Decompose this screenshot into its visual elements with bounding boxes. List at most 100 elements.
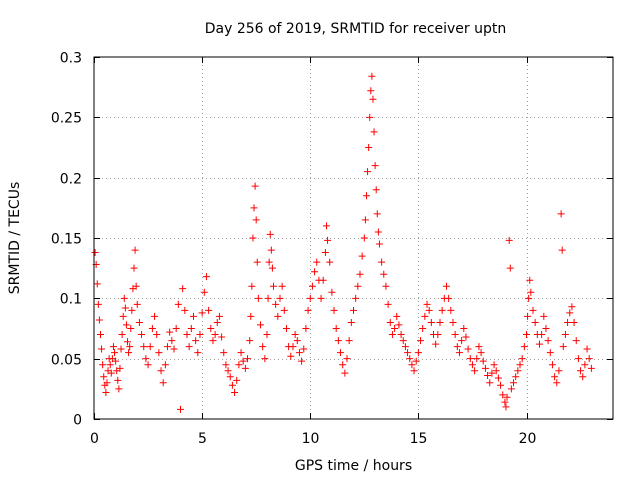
data-point [548, 361, 556, 369]
data-point [308, 282, 316, 290]
data-point [343, 355, 351, 363]
data-point [481, 364, 489, 372]
data-point [124, 338, 132, 346]
data-point [268, 264, 276, 272]
data-point [177, 405, 184, 413]
data-point [442, 282, 450, 290]
data-point [322, 222, 330, 230]
data-point [371, 162, 379, 170]
data-point [269, 282, 277, 290]
data-point [264, 294, 272, 302]
data-point [98, 345, 106, 353]
data-point [235, 361, 243, 369]
data-point [399, 337, 407, 345]
data-point [116, 364, 124, 372]
data-point [337, 349, 345, 357]
data-point [251, 182, 259, 190]
data-point [166, 328, 174, 336]
data-point [267, 246, 275, 254]
data-point [202, 273, 210, 281]
data-point [250, 204, 258, 212]
data-point [341, 369, 349, 377]
data-point [451, 331, 459, 339]
data-point [551, 373, 559, 381]
data-point [466, 355, 474, 363]
data-point [96, 331, 104, 339]
data-point [484, 372, 492, 380]
data-point [328, 288, 336, 296]
data-point [464, 345, 472, 353]
data-point [127, 325, 135, 332]
data-point [151, 312, 159, 320]
data-point [421, 312, 429, 320]
data-point [362, 192, 370, 200]
data-point [436, 318, 444, 326]
data-point [366, 113, 374, 121]
data-point [557, 210, 565, 218]
data-point [179, 285, 187, 293]
data-point [226, 373, 234, 381]
data-point [274, 312, 282, 320]
data-point [334, 337, 342, 345]
data-point [410, 367, 418, 375]
data-point [505, 236, 513, 244]
data-point [109, 343, 117, 351]
data-point [453, 343, 461, 351]
data-point [542, 325, 550, 332]
data-point [332, 325, 340, 332]
data-point [282, 325, 290, 332]
data-point [535, 340, 543, 348]
data-point [174, 300, 182, 308]
data-point [287, 352, 295, 360]
y-tick-label: 0.2 [60, 172, 82, 188]
data-point [419, 325, 427, 332]
data-point [380, 270, 388, 278]
data-point [300, 345, 308, 353]
x-tick-label: 20 [519, 431, 537, 447]
data-point [103, 379, 111, 387]
data-point [293, 337, 301, 345]
data-point [516, 361, 524, 369]
data-point [510, 379, 518, 387]
data-point [358, 252, 366, 260]
data-point [100, 373, 108, 381]
data-point [361, 216, 369, 224]
data-point [215, 312, 223, 320]
data-point [218, 333, 226, 341]
data-point [181, 306, 189, 314]
data-point [585, 355, 593, 363]
data-point [434, 331, 442, 339]
grid [94, 57, 613, 419]
data-point [564, 318, 572, 326]
data-point [319, 276, 327, 284]
data-point [514, 367, 522, 375]
y-tick-label: 0 [73, 413, 82, 429]
data-point [524, 312, 532, 320]
data-point [502, 403, 510, 411]
data-point [128, 306, 136, 314]
data-point [125, 349, 133, 357]
data-point [140, 343, 148, 351]
data-point [244, 355, 252, 363]
data-point [350, 306, 357, 314]
data-point [373, 210, 381, 218]
data-point [231, 388, 239, 396]
data-point [117, 345, 125, 353]
data-point [395, 321, 403, 329]
data-point [114, 376, 122, 384]
data-point [364, 168, 372, 176]
data-point [280, 306, 288, 314]
data-point [455, 349, 463, 357]
data-point [391, 325, 399, 332]
x-tick-label: 10 [302, 431, 320, 447]
data-point [94, 300, 102, 308]
y-tick-label: 0.3 [60, 51, 82, 67]
data-point [259, 343, 267, 351]
y-axis-title: SRMTID / TECUs [7, 182, 23, 295]
data-point [112, 357, 120, 365]
data-point [587, 364, 595, 372]
data-point [224, 367, 232, 375]
data-point [142, 355, 150, 363]
data-points [91, 72, 595, 413]
data-point [501, 398, 509, 406]
